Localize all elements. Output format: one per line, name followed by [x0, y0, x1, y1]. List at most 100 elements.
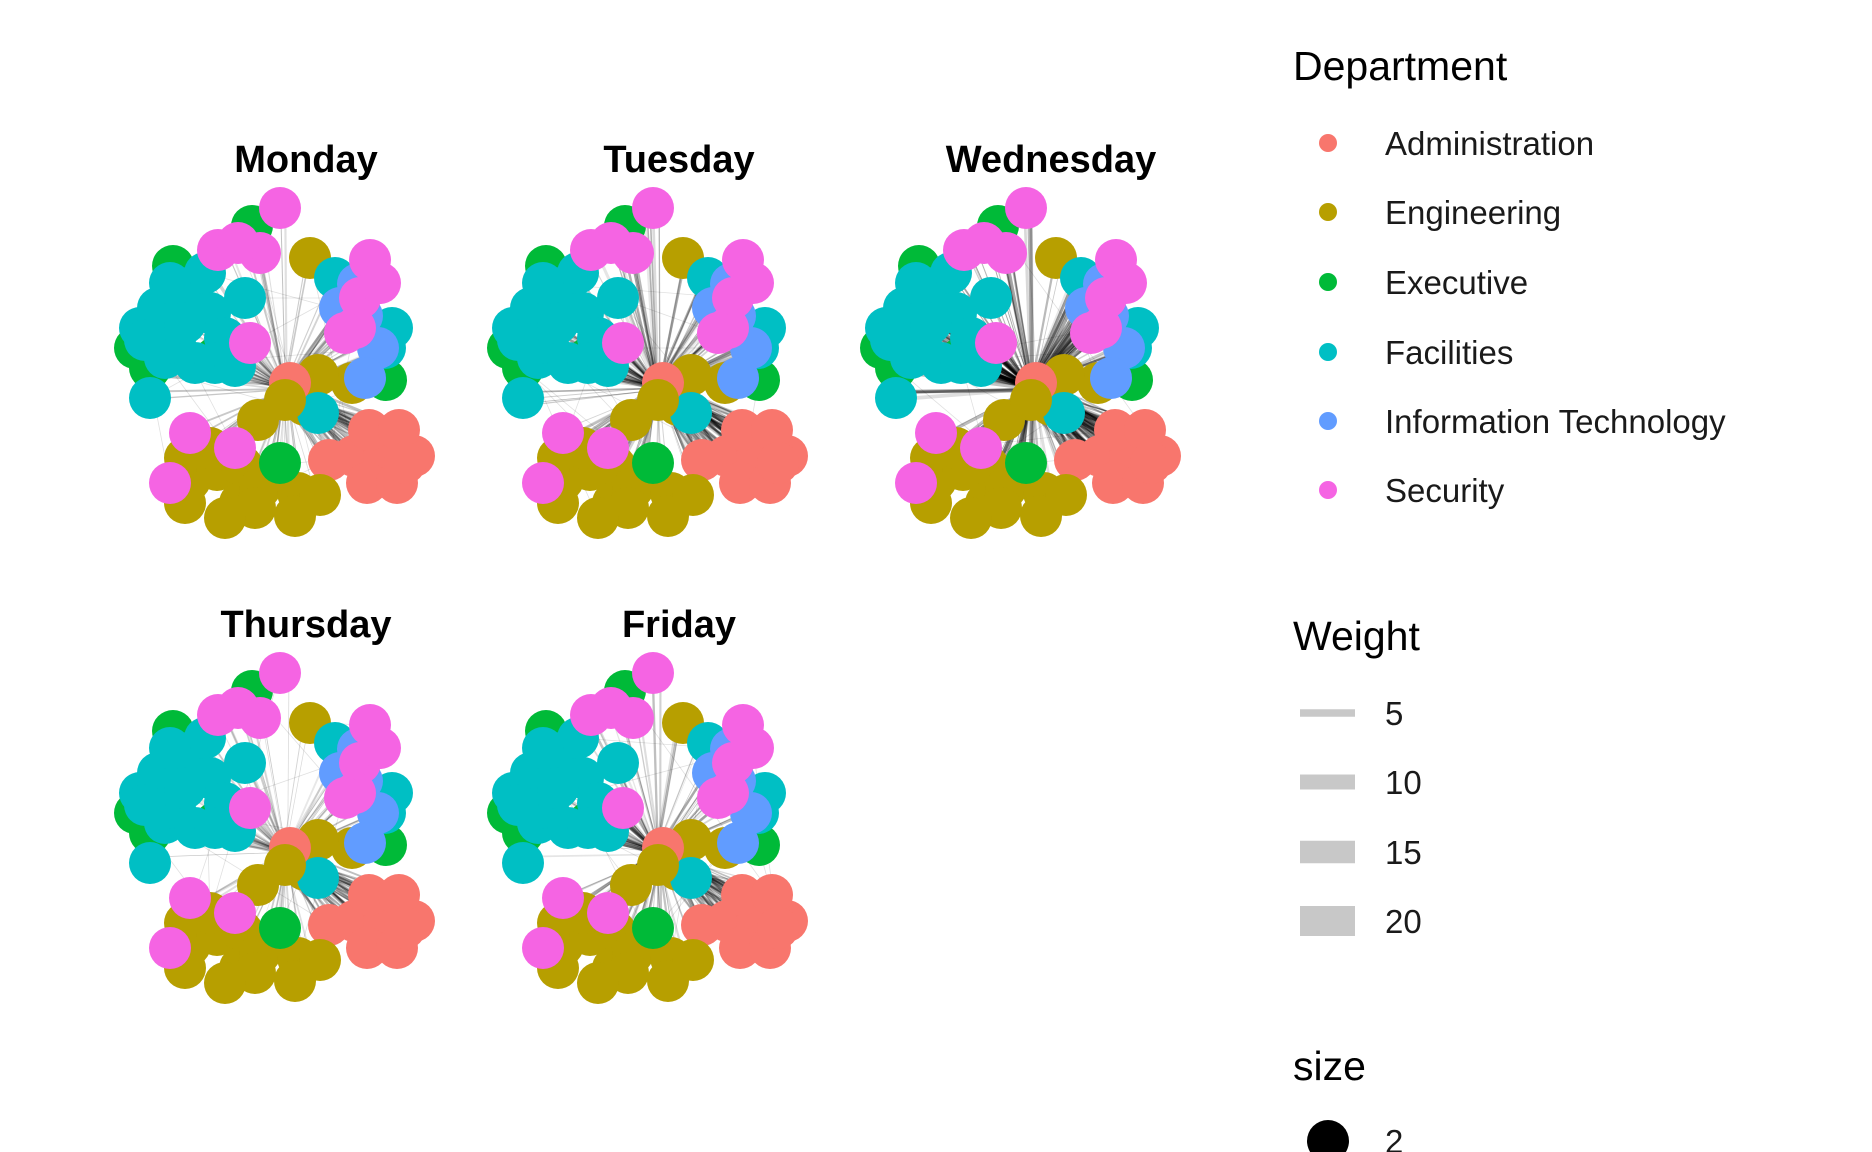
node-security — [259, 187, 301, 229]
facet-panel-friday: Friday — [487, 604, 808, 1004]
node-facilities — [297, 857, 339, 899]
panel-title-monday: Monday — [234, 139, 378, 181]
node-engineering — [577, 962, 619, 1004]
node-security — [632, 652, 674, 694]
node-facilities — [149, 727, 191, 769]
legend-item-weight-15: 15 — [1300, 834, 1422, 871]
legend-size: size 2 — [1293, 1043, 1403, 1152]
node-facilities — [164, 767, 206, 809]
node-administration — [348, 409, 390, 451]
node-security — [217, 687, 259, 729]
node-administration — [757, 442, 799, 484]
facet-panel-wednesday: Wednesday — [860, 139, 1181, 539]
node-facilities — [537, 767, 579, 809]
node-facilities — [597, 742, 639, 784]
legend-department: Department Administration Engineering Ex… — [1293, 43, 1726, 509]
node-security — [975, 322, 1017, 364]
node-security — [214, 427, 256, 469]
node-facilities — [522, 727, 564, 769]
nodes-thursday — [114, 652, 435, 1004]
node-engineering — [299, 474, 341, 516]
node-security — [217, 222, 259, 264]
node-security — [960, 427, 1002, 469]
node-facilities — [910, 302, 952, 344]
legend-item-information-technology: Information Technology — [1319, 403, 1726, 440]
legend-item-weight-10: 10 — [1300, 764, 1422, 801]
node-administration — [1054, 439, 1096, 481]
node-administration — [751, 874, 793, 916]
node-security — [732, 727, 774, 769]
node-security — [895, 462, 937, 504]
node-engineering-hub — [1010, 379, 1052, 421]
legend-item-administration: Administration — [1319, 125, 1594, 162]
node-security — [229, 322, 271, 364]
node-administration — [1124, 409, 1166, 451]
node-security — [1005, 187, 1047, 229]
legend-weight-title: Weight — [1293, 613, 1420, 659]
legend-item-size-2: 2 — [1307, 1120, 1403, 1152]
node-facilities — [1043, 392, 1085, 434]
edge — [645, 201, 657, 387]
node-facilities — [129, 377, 171, 419]
node-administration — [719, 462, 761, 504]
legend-item-security: Security — [1319, 472, 1505, 509]
edge — [528, 388, 660, 407]
legend-label-information-technology: Information Technology — [1385, 403, 1726, 440]
node-executive — [1005, 442, 1047, 484]
node-administration — [348, 874, 390, 916]
node-facilities — [149, 262, 191, 304]
node-security — [697, 777, 739, 819]
node-security — [963, 222, 1005, 264]
legend-label-security: Security — [1385, 472, 1505, 509]
network-tuesday — [487, 187, 808, 539]
panel-title-friday: Friday — [622, 604, 736, 646]
edge — [309, 257, 355, 457]
edge — [649, 204, 658, 388]
legend-key-size-2 — [1307, 1120, 1349, 1152]
node-administration — [681, 904, 723, 946]
edge — [966, 247, 1033, 390]
node-administration — [308, 904, 350, 946]
network-friday — [487, 652, 808, 1004]
node-administration — [719, 927, 761, 969]
node-security — [359, 262, 401, 304]
node-administration — [1092, 462, 1134, 504]
node-facilities — [870, 319, 912, 361]
edge — [523, 387, 659, 394]
node-information-technology — [344, 357, 386, 399]
node-facilities — [497, 784, 539, 826]
edge — [658, 200, 661, 390]
facet-panel-thursday: Thursday — [114, 604, 435, 1004]
node-executive — [632, 442, 674, 484]
nodes-friday — [487, 652, 808, 1004]
legend-key-security — [1319, 481, 1337, 499]
edge — [904, 388, 1034, 394]
edge — [253, 724, 285, 852]
node-security — [732, 262, 774, 304]
node-security — [542, 877, 584, 919]
legend-key-facilities — [1319, 343, 1337, 361]
node-engineering — [1045, 474, 1087, 516]
node-facilities — [224, 277, 266, 319]
facet-panel-tuesday: Tuesday — [487, 139, 808, 539]
node-security — [587, 892, 629, 934]
node-facilities — [129, 842, 171, 884]
node-administration — [384, 907, 426, 949]
node-information-technology — [717, 357, 759, 399]
node-administration — [308, 439, 350, 481]
node-administration — [384, 442, 426, 484]
node-facilities — [522, 262, 564, 304]
node-engineering — [577, 497, 619, 539]
legend-key-executive — [1319, 273, 1337, 291]
node-security — [915, 412, 957, 454]
edge — [147, 851, 285, 858]
node-security — [359, 727, 401, 769]
node-facilities — [502, 377, 544, 419]
legend-label-weight-10: 10 — [1385, 764, 1422, 801]
edge — [898, 386, 1032, 402]
legend-label-weight-15: 15 — [1385, 834, 1422, 871]
legend-label-engineering: Engineering — [1385, 194, 1561, 231]
node-administration — [721, 874, 763, 916]
network-thursday — [114, 652, 435, 1004]
